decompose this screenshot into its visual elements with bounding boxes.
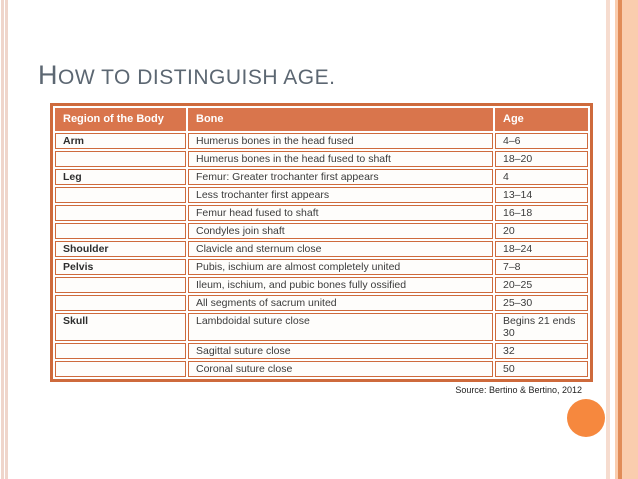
bone-cell: Femur: Greater trochanter first appears [188, 169, 493, 185]
region-cell: Pelvis [55, 259, 186, 275]
table-row: Skull Lambdoidal suture close Begins 21 en… [55, 313, 588, 341]
bone-cell: Femur head fused to shaft [188, 205, 493, 221]
bone-cell: All segments of sacrum united [188, 295, 493, 311]
bone-cell: Lambdoidal suture close [188, 313, 493, 341]
age-cell: 13–14 [495, 187, 588, 203]
right-border-stripe [606, 0, 610, 479]
bone-cell: Condyles join shaft [188, 223, 493, 239]
table-row: Sagittal suture close 32 [55, 343, 588, 359]
left-border-stripe-inner [5, 0, 8, 479]
table-row: Femur head fused to shaft 16–18 [55, 205, 588, 221]
bone-cell: Coronal suture close [188, 361, 493, 377]
left-border-stripe-outer [1, 0, 4, 479]
region-cell [55, 223, 186, 239]
bone-cell: Ileum, ischium, and pubic bones fully os… [188, 277, 493, 293]
bone-cell: Sagittal suture close [188, 343, 493, 359]
accent-circle-decoration [567, 399, 605, 437]
age-cell: 50 [495, 361, 588, 377]
table-row: All segments of sacrum united 25–30 [55, 295, 588, 311]
age-table: Region of the Body Bone Age Arm Humerus bon… [50, 103, 593, 382]
age-cell: 16–18 [495, 205, 588, 221]
age-cell: Begins 21 ends 30 [495, 313, 588, 341]
table-row: Less trochanter first appears 13–14 [55, 187, 588, 203]
right-border-band-line [618, 0, 622, 479]
age-cell: 25–30 [495, 295, 588, 311]
region-cell: Arm [55, 133, 186, 149]
age-cell: 20–25 [495, 277, 588, 293]
bone-cell: Pubis, ischium are almost completely uni… [188, 259, 493, 275]
table-row: Coronal suture close 50 [55, 361, 588, 377]
age-cell: 4 [495, 169, 588, 185]
region-cell: Leg [55, 169, 186, 185]
age-cell: 7–8 [495, 259, 588, 275]
region-cell [55, 361, 186, 377]
table-row: Humerus bones in the head fused to shaft… [55, 151, 588, 167]
region-cell [55, 343, 186, 359]
bone-cell: Humerus bones in the head fused [188, 133, 493, 149]
age-cell: 32 [495, 343, 588, 359]
column-header-region: Region of the Body [55, 108, 186, 131]
region-cell [55, 277, 186, 293]
table-row: Pelvis Pubis, ischium are almost complete… [55, 259, 588, 275]
table-row: Leg Femur: Greater trochanter first appea… [55, 169, 588, 185]
slide-title: How to distinguish age. [38, 60, 336, 90]
region-cell [55, 151, 186, 167]
bone-cell: Less trochanter first appears [188, 187, 493, 203]
table-body: Arm Humerus bones in the head fused 4–6 Hum… [55, 133, 588, 377]
region-cell: Skull [55, 313, 186, 341]
table-row: Arm Humerus bones in the head fused 4–6 [55, 133, 588, 149]
column-header-bone: Bone [188, 108, 493, 131]
source-citation: Source: Bertino & Bertino, 2012 [455, 385, 582, 395]
age-cell: 18–24 [495, 241, 588, 257]
age-cell: 20 [495, 223, 588, 239]
bone-cell: Humerus bones in the head fused to shaft [188, 151, 493, 167]
region-cell [55, 187, 186, 203]
age-cell: 18–20 [495, 151, 588, 167]
table-row: Condyles join shaft 20 [55, 223, 588, 239]
age-cell: 4–6 [495, 133, 588, 149]
table-row: Shoulder Clavicle and sternum close 18–24 [55, 241, 588, 257]
region-cell [55, 295, 186, 311]
table-header-row: Region of the Body Bone Age [55, 108, 588, 131]
bone-cell: Clavicle and sternum close [188, 241, 493, 257]
region-cell: Shoulder [55, 241, 186, 257]
column-header-age: Age [495, 108, 588, 131]
right-border-band [615, 0, 638, 479]
region-cell [55, 205, 186, 221]
table-row: Ileum, ischium, and pubic bones fully os… [55, 277, 588, 293]
